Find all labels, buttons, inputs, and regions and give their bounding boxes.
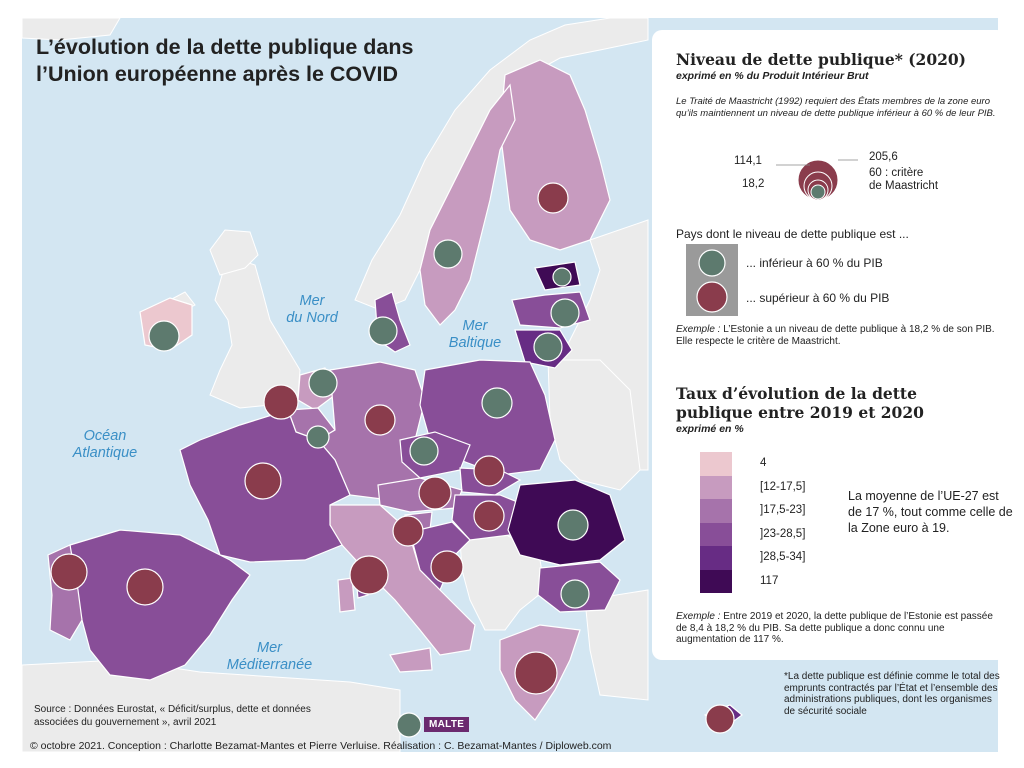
legend-average-text: La moyenne de l’UE-27 est de 17 %, tout … (848, 489, 1013, 535)
circle-romania (557, 509, 589, 541)
threshold-legend-symbols (696, 249, 728, 313)
debt-circles (50, 182, 735, 738)
legend-example1: Exemple : L’Estonie a un niveau de dette… (676, 324, 1006, 347)
legend-example2: Exemple : Entre 2019 et 2020, la dette p… (676, 611, 996, 646)
prop-value-60: 60 : critère (869, 167, 924, 179)
map-title-line1: L’évolution de la dette publique dans (36, 35, 414, 59)
circle-denmark (368, 316, 398, 346)
map-title-line2: l’Union européenne après le COVID (36, 62, 398, 86)
rate-swatch-2 (700, 499, 732, 523)
rate-classes-swatches (700, 452, 732, 593)
credits-text: © octobre 2021. Conception : Charlotte B… (30, 740, 612, 752)
example1-text: L’Estonie a un niveau de dette publique … (676, 324, 995, 347)
circle-belgium (263, 384, 299, 420)
prop-value-205: 205,6 (869, 151, 898, 163)
circle-portugal (50, 553, 88, 591)
example2-text: Entre 2019 et 2020, la dette publique de… (676, 611, 993, 645)
prop-value-114: 114,1 (734, 155, 762, 167)
footnote-text: *La dette publique est définie comme le … (784, 671, 1000, 717)
sea-label-nord-2: du Nord (286, 310, 338, 326)
rate-swatch-1 (700, 475, 732, 499)
malte-label: MALTE (424, 717, 470, 732)
sea-label-mediterranee-2: Méditerranée (226, 657, 313, 673)
legend-rate-subtitle: exprimé en % (676, 423, 744, 435)
sea-label-baltique-1: Mer (462, 318, 488, 334)
circle-slovakia (473, 455, 505, 487)
circle-austria (418, 476, 452, 510)
sea-label-nord-1: Mer (299, 293, 325, 309)
prop-circle-small (810, 184, 826, 200)
circle-spain (126, 568, 164, 606)
circle-malta (396, 712, 422, 738)
legend-maastricht-note: Le Traité de Maastricht (1992) requiert … (676, 96, 996, 119)
circle-estonia (552, 267, 572, 287)
circle-greece (514, 651, 558, 695)
sea-label-baltique-2: Baltique (448, 335, 502, 351)
rate-class-label-4: ]28,5-34] (760, 551, 806, 563)
circle-lithuania (533, 332, 563, 362)
prop-value-18: 18,2 (742, 178, 765, 190)
rate-swatch-3 (700, 522, 732, 546)
prop-value-60b: de Maastricht (869, 180, 939, 192)
circle-croatia (430, 550, 464, 584)
rate-swatch-0 (700, 452, 732, 476)
rate-class-label-5: 117 (760, 575, 779, 587)
legend-debt-title: Niveau de dette publique* (2020) (676, 50, 967, 69)
circle-poland (481, 387, 513, 419)
rate-swatch-5 (700, 569, 732, 593)
country-finland (499, 59, 611, 251)
country-spain (69, 529, 251, 681)
below-symbol (698, 249, 726, 277)
legend-rate-title: Taux d’évolution de la dette publique en… (676, 384, 924, 422)
rate-class-label-1: [12-17,5] (760, 481, 806, 493)
circle-ireland (148, 320, 180, 352)
sea-label-atlantique: Océan Atlantique (60, 428, 150, 462)
legend-countries-intro: Pays dont le niveau de dette publique es… (676, 227, 909, 241)
example1-label: Exemple : (676, 324, 721, 335)
legend-above-label: ... supérieur à 60 % du PIB (746, 291, 890, 305)
example2-label: Exemple : (676, 611, 721, 622)
sea-label-mediterranee: Mer Méditerranée (212, 640, 327, 674)
sea-label-atlantique-2: Atlantique (72, 445, 138, 461)
source-text: Source : Données Eurostat, « Déficit/sur… (34, 704, 311, 728)
circle-hungary (473, 500, 505, 532)
legend-debt-subtitle: exprimé en % du Produit Intérieur Brut (676, 70, 869, 82)
circle-bulgaria (560, 579, 590, 609)
map-title: L’évolution de la dette publique dans l’… (36, 34, 516, 88)
circle-czechia (409, 436, 439, 466)
country-sicily (389, 647, 433, 673)
circle-sweden (433, 239, 463, 269)
country-sardinia (337, 577, 356, 613)
rate-class-label-2: ]17,5-23] (760, 504, 806, 516)
sea-label-nord: Mer du Nord (272, 293, 352, 327)
circle-france (244, 462, 282, 500)
sea-label-mediterranee-1: Mer (257, 640, 282, 656)
legend-below-label: ... inférieur à 60 % du PIB (746, 256, 883, 270)
rate-swatch-4 (700, 546, 732, 570)
above-symbol (696, 281, 728, 313)
circle-cyprus (705, 704, 735, 734)
rate-class-label-0: 4 (760, 457, 767, 469)
sea-label-atlantique-1: Océan (83, 428, 127, 444)
sea-label-baltique: Mer Baltique (440, 318, 510, 352)
prop-circles-legend (776, 159, 858, 201)
circle-latvia (550, 298, 580, 328)
circle-finland (537, 182, 569, 214)
circle-luxembourg (306, 425, 330, 449)
circle-netherlands (308, 368, 338, 398)
circle-germany (364, 404, 396, 436)
circle-slovenia (392, 515, 424, 547)
rate-class-label-3: ]23-28,5] (760, 528, 806, 540)
circle-italy (349, 555, 389, 595)
